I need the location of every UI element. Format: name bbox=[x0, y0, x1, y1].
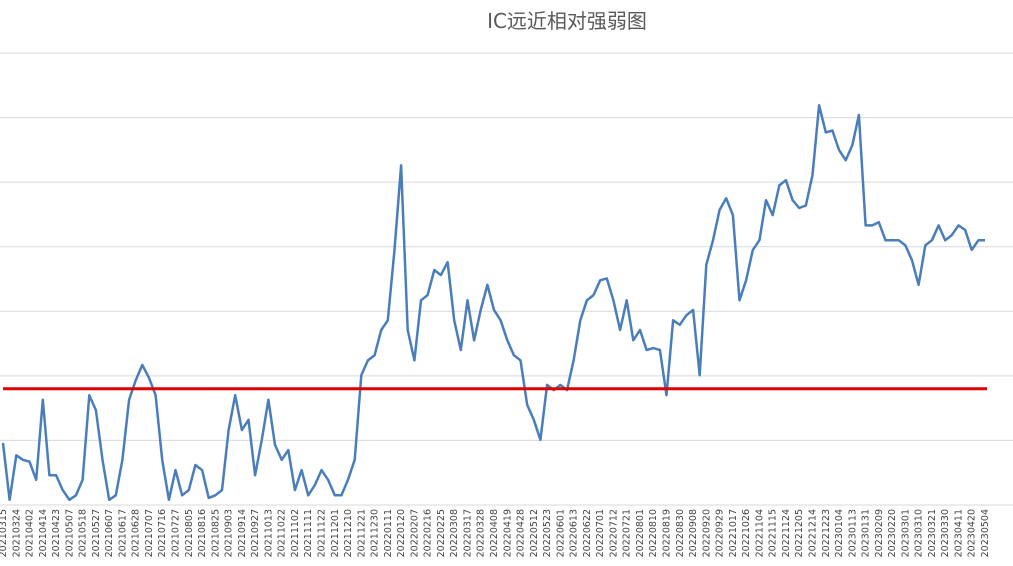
x-tick-label: 20220308 bbox=[449, 509, 460, 557]
x-tick-label: 20210805 bbox=[184, 509, 195, 557]
x-tick-label: 20230310 bbox=[914, 509, 925, 557]
x-tick-label: 20220701 bbox=[595, 509, 606, 557]
x-tick-label: 20230504 bbox=[980, 509, 991, 557]
x-tick-label: 20221124 bbox=[781, 509, 792, 557]
x-tick-label: 20230411 bbox=[953, 509, 964, 557]
x-tick-label: 20221017 bbox=[728, 509, 739, 557]
x-tick-label: 20221026 bbox=[741, 509, 752, 557]
x-tick-label: 20211201 bbox=[330, 509, 341, 557]
x-tick-label: 20220408 bbox=[489, 509, 500, 557]
x-tick-label: 20211102 bbox=[290, 509, 301, 557]
x-tick-label: 20211210 bbox=[343, 509, 354, 557]
x-tick-label: 20220810 bbox=[648, 509, 659, 557]
x-tick-label: 20220328 bbox=[476, 509, 487, 557]
x-tick-label: 20220613 bbox=[569, 509, 580, 557]
x-tick-label: 20221205 bbox=[794, 509, 805, 557]
chart-title: IC远近相对强弱图 bbox=[487, 9, 647, 33]
x-tick-label: 20210423 bbox=[51, 509, 62, 557]
x-tick-label: 20230321 bbox=[927, 509, 938, 557]
x-tick-label: 20230209 bbox=[874, 509, 885, 557]
x-tick-label: 20220111 bbox=[383, 509, 394, 557]
x-tick-label: 20220601 bbox=[555, 509, 566, 557]
x-tick-label: 20221115 bbox=[768, 509, 779, 557]
x-tick-label: 20220207 bbox=[409, 509, 420, 557]
x-tick-label: 20210816 bbox=[197, 509, 208, 557]
x-tick-label: 20210507 bbox=[64, 509, 75, 557]
x-tick-label: 20210727 bbox=[171, 509, 182, 557]
x-tick-label: 20210518 bbox=[78, 509, 89, 557]
x-tick-label: 20220622 bbox=[582, 509, 593, 557]
x-tick-label: 20220929 bbox=[715, 509, 726, 557]
x-tick-label: 20210927 bbox=[250, 509, 261, 557]
x-tick-label: 20230220 bbox=[887, 509, 898, 557]
x-tick-label: 20230330 bbox=[940, 509, 951, 557]
x-tick-label: 20210716 bbox=[157, 509, 168, 557]
x-tick-label: 20220317 bbox=[462, 509, 473, 557]
x-tick-label: 20220908 bbox=[688, 509, 699, 557]
x-tick-label: 20220830 bbox=[675, 509, 686, 557]
x-tick-label: 20220428 bbox=[516, 509, 527, 557]
x-tick-label: 20210825 bbox=[210, 509, 221, 557]
x-tick-label: 20210903 bbox=[224, 509, 235, 557]
x-tick-label: 20230131 bbox=[861, 509, 872, 557]
x-tick-label: 20230113 bbox=[847, 509, 858, 557]
x-tick-label: 20210628 bbox=[131, 509, 142, 557]
x-tick-label: 20210527 bbox=[91, 509, 102, 557]
x-tick-label: 20220721 bbox=[622, 509, 633, 557]
x-tick-label: 20220225 bbox=[436, 509, 447, 557]
x-tick-label: 20220819 bbox=[662, 509, 673, 557]
x-tick-label: 20220120 bbox=[396, 509, 407, 557]
x-tick-label: 20210324 bbox=[11, 509, 22, 557]
x-tick-label: 20210617 bbox=[117, 509, 128, 557]
x-tick-label: 20210607 bbox=[104, 509, 115, 557]
x-tick-label: 20210707 bbox=[144, 509, 155, 557]
x-tick-label: 20220920 bbox=[701, 509, 712, 557]
x-tick-label: 20211122 bbox=[316, 509, 327, 557]
x-tick-label: 20211111 bbox=[303, 509, 314, 557]
x-tick-label: 20220523 bbox=[542, 509, 553, 557]
x-tick-label: 20230104 bbox=[834, 509, 845, 557]
x-tick-label: 20211221 bbox=[356, 509, 367, 557]
x-tick-label: 20230420 bbox=[967, 509, 978, 557]
x-tick-label: 20221214 bbox=[807, 509, 818, 557]
data-line bbox=[1, 104, 985, 502]
x-tick-label: 20211022 bbox=[277, 509, 288, 557]
x-tick-label: 20210914 bbox=[237, 509, 248, 557]
x-tick-label: 20230301 bbox=[900, 509, 911, 557]
x-tick-label: 20211230 bbox=[370, 509, 381, 557]
x-tick-label: 20221223 bbox=[821, 509, 832, 557]
x-tick-label: 20220712 bbox=[608, 509, 619, 557]
x-tick-label: 20210315 bbox=[0, 509, 9, 557]
x-tick-label: 20211013 bbox=[263, 509, 274, 557]
x-tick-label: 20220801 bbox=[635, 509, 646, 557]
x-tick-label: 20220512 bbox=[529, 509, 540, 557]
x-tick-label: 20221104 bbox=[754, 509, 765, 557]
x-tick-label: 20210402 bbox=[25, 509, 36, 557]
x-tick-label: 20220216 bbox=[423, 509, 434, 557]
x-tick-label: 20220419 bbox=[502, 509, 513, 557]
x-tick-label: 20210414 bbox=[38, 509, 49, 557]
